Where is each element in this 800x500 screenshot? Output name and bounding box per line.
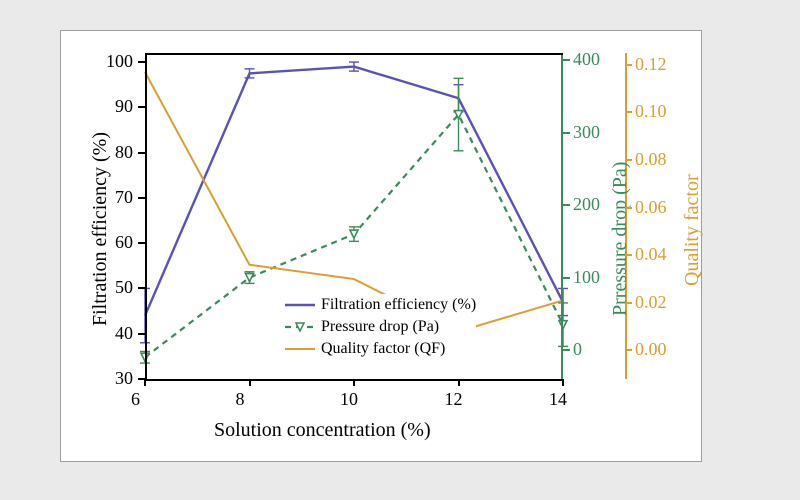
x-tick-label: 6 (131, 389, 140, 410)
y-right-inner-tick-label: 200 (573, 194, 600, 215)
legend-label: Quality factor (QF) (317, 340, 445, 358)
legend: Filtration efficiency (%) Pressure drop (… (283, 294, 476, 360)
plot-area: Filtration efficiency (%) Pressure drop (… (145, 53, 563, 379)
y-left-axis-title: Filtration efficiency (%) (89, 132, 112, 326)
y-right-outer-tick-label: 0.02 (635, 292, 667, 313)
y-right-inner-tick-label: 300 (573, 122, 600, 143)
y-left-tick-label: 30 (83, 368, 133, 389)
x-tick-label: 8 (236, 389, 245, 410)
y-right-inner-tick-label: 0 (573, 339, 582, 360)
x-tick-label: 14 (549, 389, 567, 410)
x-axis-title: Solution concentration (%) (214, 419, 431, 442)
y-right-outer-tick-label: 0.10 (635, 101, 667, 122)
figure-panel: Filtration efficiency (%) Pressure drop (… (60, 30, 702, 462)
y-right-inner-axis-title: Prressure drop (Pa) (609, 162, 632, 316)
y-right-outer-tick-label: 0.06 (635, 197, 667, 218)
y-right-outer-tick-label: 0.04 (635, 244, 667, 265)
legend-item: Pressure drop (Pa) (283, 316, 476, 338)
x-tick-label: 12 (445, 389, 463, 410)
legend-label: Filtration efficiency (%) (317, 296, 476, 314)
legend-item: Quality factor (QF) (283, 338, 476, 360)
y-right-outer-axis-title: Quality factor (681, 174, 704, 286)
y-right-inner-tick-label: 400 (573, 49, 600, 70)
y-left-tick-label: 100 (83, 51, 133, 72)
y-right-inner-tick-label: 100 (573, 267, 600, 288)
legend-label: Pressure drop (Pa) (317, 318, 439, 336)
x-tick-label: 10 (340, 389, 358, 410)
y-right-outer-tick-label: 0.00 (635, 339, 667, 360)
y-right-outer-tick-label: 0.08 (635, 149, 667, 170)
legend-item: Filtration efficiency (%) (283, 294, 476, 316)
y-left-tick-label: 90 (83, 96, 133, 117)
y-right-outer-tick-label: 0.12 (635, 54, 667, 75)
